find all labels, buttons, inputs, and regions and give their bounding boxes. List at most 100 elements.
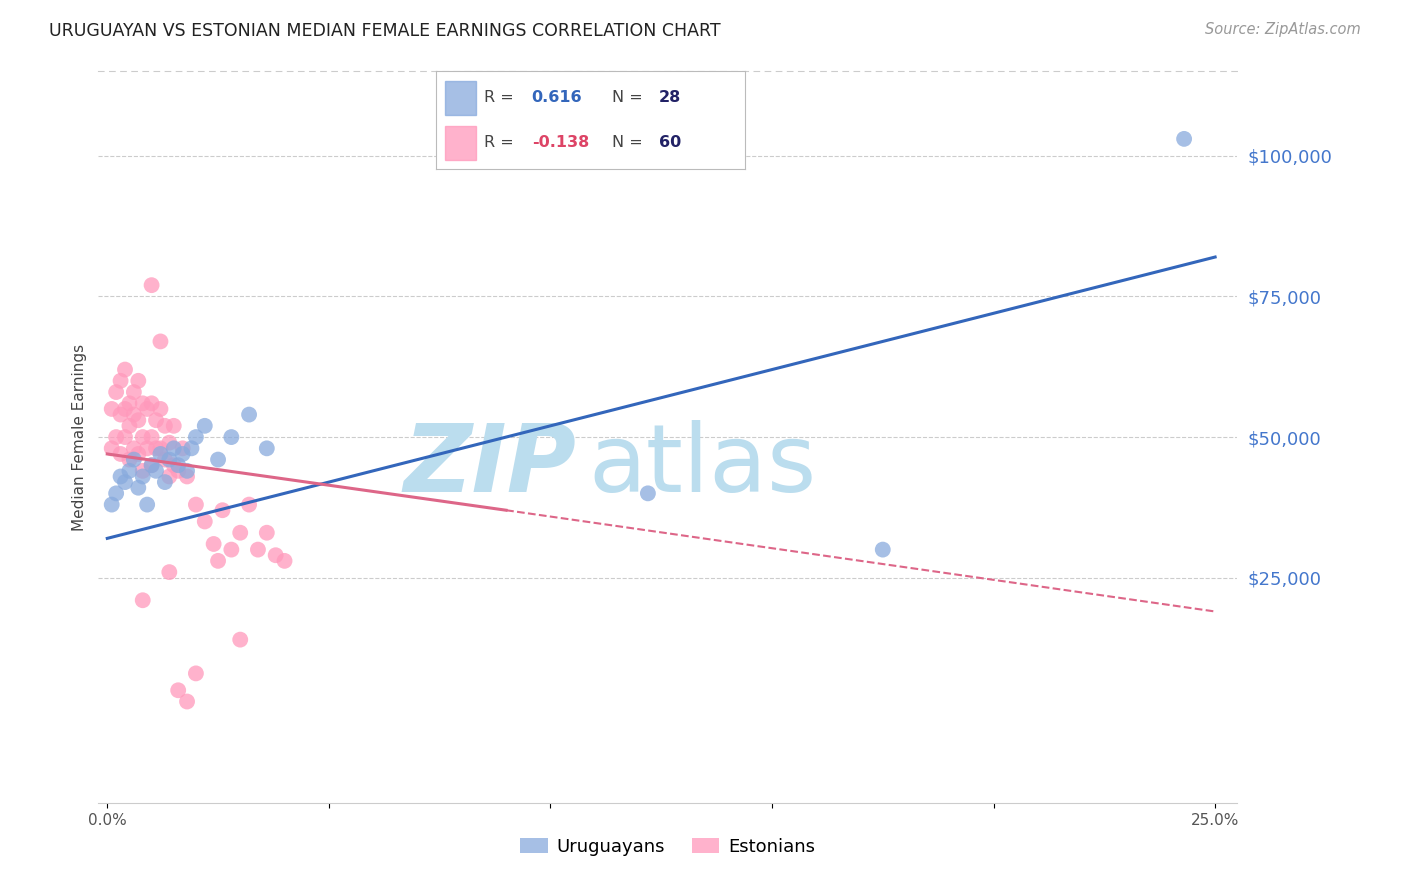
Text: URUGUAYAN VS ESTONIAN MEDIAN FEMALE EARNINGS CORRELATION CHART: URUGUAYAN VS ESTONIAN MEDIAN FEMALE EARN… xyxy=(49,22,721,40)
Point xyxy=(256,525,278,540)
Point xyxy=(167,464,190,478)
Point xyxy=(114,401,136,416)
Point xyxy=(136,442,159,456)
Point xyxy=(105,486,128,500)
Point xyxy=(167,458,190,473)
Text: atlas: atlas xyxy=(588,420,817,512)
Point xyxy=(172,447,194,461)
Text: 0.616: 0.616 xyxy=(531,90,582,105)
Point xyxy=(157,452,180,467)
Point xyxy=(157,565,180,579)
Point xyxy=(118,452,141,467)
Point xyxy=(157,435,180,450)
Point xyxy=(163,418,186,433)
Point xyxy=(141,396,163,410)
Point xyxy=(229,525,252,540)
Point xyxy=(122,452,145,467)
Bar xyxy=(446,127,477,160)
Point xyxy=(163,458,186,473)
Y-axis label: Median Female Earnings: Median Female Earnings xyxy=(72,343,87,531)
Point xyxy=(105,385,128,400)
Point xyxy=(256,442,278,456)
Point xyxy=(238,498,260,512)
Point xyxy=(194,515,217,529)
Point xyxy=(132,593,155,607)
Point xyxy=(163,442,186,456)
Point xyxy=(176,469,198,483)
Point xyxy=(127,447,149,461)
Point xyxy=(157,469,180,483)
Point xyxy=(114,362,136,376)
Point xyxy=(180,442,202,456)
Point xyxy=(153,475,176,489)
Bar xyxy=(446,81,477,114)
Point xyxy=(110,469,132,483)
Point xyxy=(127,481,149,495)
Point xyxy=(110,447,132,461)
Point xyxy=(202,537,225,551)
Point xyxy=(110,374,132,388)
Text: ZIP: ZIP xyxy=(404,420,576,512)
Point xyxy=(141,458,163,473)
Text: N =: N = xyxy=(612,90,648,105)
Point xyxy=(184,666,207,681)
Point xyxy=(105,430,128,444)
Point xyxy=(136,498,159,512)
Point xyxy=(149,442,172,456)
Point xyxy=(114,475,136,489)
Point xyxy=(122,385,145,400)
Point xyxy=(153,452,176,467)
Point xyxy=(132,430,155,444)
Point xyxy=(122,442,145,456)
Point xyxy=(132,396,155,410)
Point xyxy=(184,498,207,512)
Point xyxy=(176,464,198,478)
Point xyxy=(132,464,155,478)
Text: R =: R = xyxy=(484,90,519,105)
Point xyxy=(118,418,141,433)
Point xyxy=(145,464,167,478)
Point xyxy=(221,430,243,444)
Point xyxy=(118,464,141,478)
Point xyxy=(145,442,167,456)
Point xyxy=(136,401,159,416)
Point xyxy=(637,486,659,500)
Text: -0.138: -0.138 xyxy=(531,135,589,150)
Point xyxy=(122,408,145,422)
Point xyxy=(118,396,141,410)
Point xyxy=(141,278,163,293)
Point xyxy=(207,452,229,467)
Point xyxy=(141,458,163,473)
Point xyxy=(172,442,194,456)
Point xyxy=(184,430,207,444)
Text: 28: 28 xyxy=(658,90,681,105)
Text: R =: R = xyxy=(484,135,519,150)
Point xyxy=(872,542,894,557)
Point xyxy=(238,408,260,422)
Point xyxy=(149,334,172,349)
Legend: Uruguayans, Estonians: Uruguayans, Estonians xyxy=(513,830,823,863)
Point xyxy=(145,413,167,427)
Point xyxy=(246,542,269,557)
Point xyxy=(221,542,243,557)
Point xyxy=(1173,132,1195,146)
Point xyxy=(153,418,176,433)
Point xyxy=(211,503,233,517)
Point xyxy=(114,430,136,444)
Point xyxy=(110,408,132,422)
Text: 60: 60 xyxy=(658,135,681,150)
Point xyxy=(273,554,295,568)
Text: Source: ZipAtlas.com: Source: ZipAtlas.com xyxy=(1205,22,1361,37)
Point xyxy=(207,554,229,568)
Point xyxy=(132,469,155,483)
Point xyxy=(167,683,190,698)
Point xyxy=(100,442,122,456)
Point xyxy=(100,498,122,512)
Point xyxy=(149,401,172,416)
Point xyxy=(149,447,172,461)
Point xyxy=(127,374,149,388)
Point xyxy=(264,548,287,562)
Point xyxy=(141,430,163,444)
Point xyxy=(100,401,122,416)
Text: N =: N = xyxy=(612,135,648,150)
